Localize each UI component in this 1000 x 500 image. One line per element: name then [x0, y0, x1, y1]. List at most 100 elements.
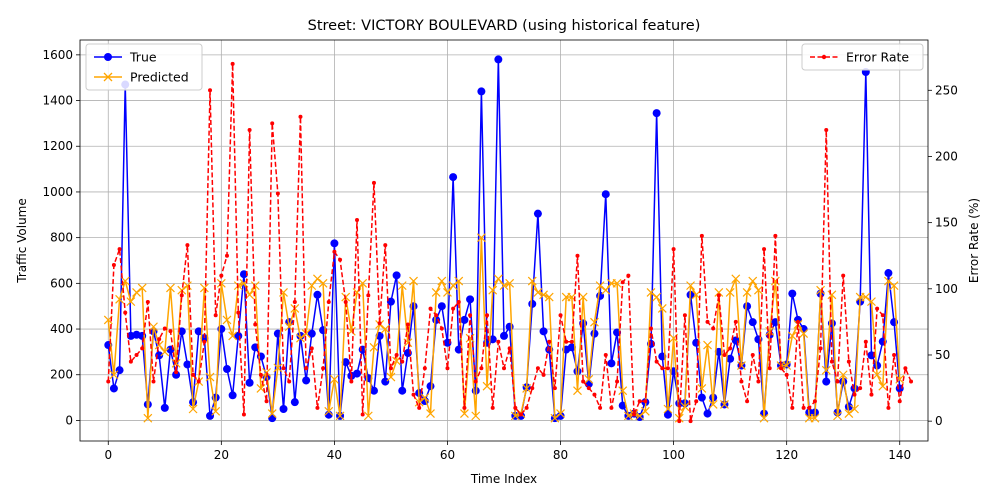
predicted-series-point	[380, 324, 390, 334]
true-series-point	[330, 239, 339, 248]
error-rate-series-point	[304, 366, 309, 371]
error-rate-series-point	[106, 379, 111, 384]
true-series-point	[172, 370, 181, 379]
error-rate-series-point	[451, 306, 456, 311]
error-rate-series-point	[643, 399, 648, 404]
predicted-series-point	[590, 317, 599, 327]
predicted-series-point	[872, 370, 882, 380]
error-rate-series-point	[835, 379, 840, 384]
predicted-series-point	[725, 288, 735, 297]
predicted-series-point	[420, 393, 430, 403]
predicted-series-point	[488, 285, 498, 295]
error-rate-series-point	[699, 233, 704, 238]
true-series-point	[500, 331, 508, 340]
error-rate-series-point	[258, 372, 263, 377]
error-rate-series-point	[795, 319, 800, 324]
error-rate-series-point	[807, 405, 812, 410]
error-rate-series-point	[236, 310, 241, 315]
predicted-series-point	[409, 276, 418, 286]
y2-ticks: 0 50 100 150 200 250	[928, 83, 958, 428]
error-rate-series-point	[191, 372, 196, 377]
predicted-series-point	[612, 278, 622, 288]
x-tick-label: 80	[553, 448, 568, 462]
predicted-series-point	[816, 285, 826, 295]
y-tick-label: 600	[50, 276, 73, 290]
chart-title: Street: VICTORY BOULEVARD (using histori…	[308, 18, 701, 34]
legend-right: Error Rate	[801, 43, 924, 71]
predicted-series-point	[222, 315, 232, 325]
predicted-series-point	[471, 411, 481, 421]
predicted-series-point	[539, 290, 548, 300]
plot-frame	[79, 39, 929, 442]
predicted-series-point	[358, 278, 368, 288]
error-rate-series-point	[569, 339, 574, 344]
true-series-point	[607, 359, 616, 368]
predicted-series-point	[714, 288, 724, 297]
predicted-series-point	[522, 384, 532, 393]
error-rate-series-point	[711, 326, 716, 331]
error-rate-series-point	[875, 306, 880, 311]
error-rate-series-point	[485, 313, 490, 318]
legend-error-marker	[821, 54, 827, 60]
error-rate-series-point	[632, 412, 637, 417]
error-rate-series-point	[394, 352, 399, 357]
error-rate-series-point	[682, 313, 687, 318]
error-rate-series-point	[405, 322, 410, 327]
predicted-series-point	[657, 304, 667, 313]
y-tick-label: 200	[50, 368, 73, 382]
true-series-point	[460, 315, 469, 324]
predicted-series-point	[126, 297, 136, 307]
error-rate-series-point	[903, 366, 908, 371]
predicted-series-point	[838, 370, 848, 380]
error-rate-series-point	[128, 359, 133, 364]
true-series-point	[302, 376, 311, 385]
error-rate-series-point	[388, 366, 393, 371]
predicted-series-point	[618, 386, 628, 396]
x-tick-label: 40	[327, 448, 342, 462]
predicted-series-point	[228, 331, 238, 341]
y-ticks: 0 200 400 600 800 1000 1200 1400 1600	[42, 48, 80, 427]
x-ticks: 0 20 40 60 80 100 120 140	[104, 441, 911, 462]
error-rate-series-point	[490, 405, 495, 410]
error-rate-series-point	[869, 392, 874, 397]
error-rate-series-point	[145, 300, 150, 305]
error-rate-series-point	[123, 310, 128, 315]
error-rate-series-point	[773, 233, 778, 238]
predicted-series-point	[765, 326, 775, 336]
legend-predicted-label: Predicted	[130, 70, 189, 85]
predicted-series-point	[578, 292, 588, 302]
true-series-point	[109, 384, 118, 393]
true-series-point	[573, 367, 582, 376]
error-rate-series-point	[360, 412, 365, 417]
error-rate-series-point	[824, 127, 829, 132]
true-series-point	[268, 414, 277, 423]
x-tick-label: 0	[104, 448, 112, 462]
predicted-series-point	[799, 329, 809, 339]
true-series-point	[200, 334, 209, 343]
predicted-series-point	[884, 276, 893, 286]
true-series-point	[398, 386, 407, 395]
x-tick-label: 20	[214, 448, 229, 462]
predicted-series-point	[889, 281, 899, 291]
error-rate-series-point	[162, 326, 167, 331]
error-rate-series-point	[434, 313, 439, 318]
predicted-series-point	[132, 288, 141, 297]
error-rate-series-point	[241, 412, 246, 417]
error-rate-series-point	[411, 392, 416, 397]
predicted-series-point	[324, 406, 334, 416]
error-rate-series-point	[179, 293, 184, 298]
true-series-point	[228, 391, 237, 400]
true-series-point	[194, 327, 203, 336]
error-rate-series-point	[428, 306, 433, 311]
error-rate-series-point	[298, 114, 303, 119]
error-rate-series-point	[665, 366, 670, 371]
error-rate-series-point	[281, 366, 286, 371]
predicted-series-point	[821, 365, 831, 375]
y-tick-label: 1000	[42, 185, 73, 199]
true-series-point	[533, 209, 542, 218]
legend-right-frame	[801, 43, 924, 71]
y-axis-label: Traffic Volume	[15, 198, 29, 284]
predicted-series-point	[895, 374, 905, 384]
predicted-series-point	[646, 288, 656, 297]
error-rate-series-point	[355, 217, 360, 222]
